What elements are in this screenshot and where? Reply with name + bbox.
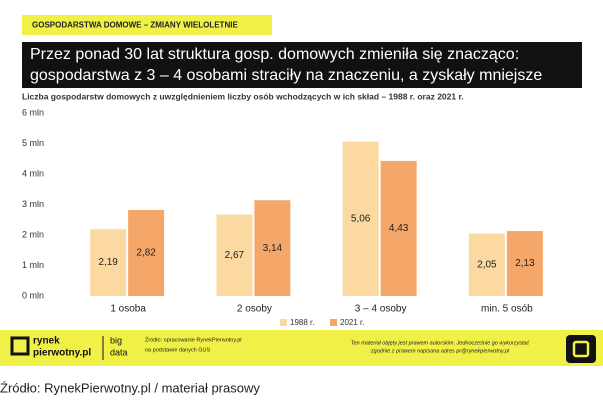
corner-icon-inner [572, 340, 590, 358]
tag: GOSPODARSTWA DOMOWE – ZMIANY WIELOLETNIE [32, 21, 238, 30]
caption: Źródło: RynekPierwotny.pl / materiał pra… [0, 380, 260, 395]
y-tick-label: 4 mln [22, 168, 44, 178]
bar [380, 160, 417, 296]
x-tick-label: 3 – 4 osoby [355, 304, 407, 315]
y-tick-label: 5 mln [22, 138, 44, 148]
logo: pierwotny.pl [33, 348, 91, 359]
legend-label: 1988 r. [290, 318, 314, 327]
source: na podstawie danych GUS [145, 347, 210, 353]
logo-icon [10, 336, 30, 356]
bar [506, 231, 543, 296]
y-tick-label: 3 mln [22, 199, 44, 209]
logo: data [110, 347, 128, 357]
value-label: 4,43 [389, 223, 409, 234]
y-tick-label: 0 mln [22, 290, 44, 300]
note: zgodnie z prawem napisana adres pr@rynek… [370, 348, 510, 354]
x-tick-label: min. 5 osób [481, 304, 533, 315]
bar [90, 229, 127, 296]
value-label: 2,67 [225, 250, 245, 261]
value-label: 3,14 [263, 243, 283, 254]
title-line: Przez ponad 30 lat struktura gosp. domow… [30, 46, 519, 63]
footer-bg [0, 330, 603, 366]
value-label: 2,82 [136, 248, 156, 259]
note: Ten materiał objęty jest prawem autorski… [351, 340, 530, 346]
y-tick-label: 2 mln [22, 229, 44, 239]
bar [216, 214, 253, 296]
value-label: 2,13 [515, 258, 535, 269]
bar [254, 200, 291, 296]
title-bg [22, 42, 582, 88]
subtitle: Liczba gospodarstw domowych z uwzględnie… [22, 91, 464, 101]
value-label: 2,19 [98, 257, 118, 268]
x-tick-label: 2 osoby [237, 304, 272, 315]
logo: rynek [33, 336, 60, 347]
y-tick-label: 1 mln [22, 260, 44, 270]
corner-icon [566, 335, 596, 363]
tag-bg [22, 15, 272, 35]
legend-swatch [280, 319, 287, 326]
bar [128, 209, 165, 296]
value-label: 2,05 [477, 259, 497, 270]
legend-swatch [330, 319, 337, 326]
legend-label: 2021 r. [340, 318, 364, 327]
value-label: 5,06 [351, 213, 371, 224]
title-line: gospodarstwa z 3 – 4 osobami straciły na… [30, 67, 542, 84]
bar [468, 233, 505, 296]
y-tick-label: 6 mln [22, 107, 44, 117]
logo: big [110, 335, 122, 345]
source: Źródło: opracowanie RynekPierwotny.pl [145, 336, 242, 343]
x-tick-label: 1 osoba [110, 304, 146, 315]
bar [342, 141, 379, 296]
